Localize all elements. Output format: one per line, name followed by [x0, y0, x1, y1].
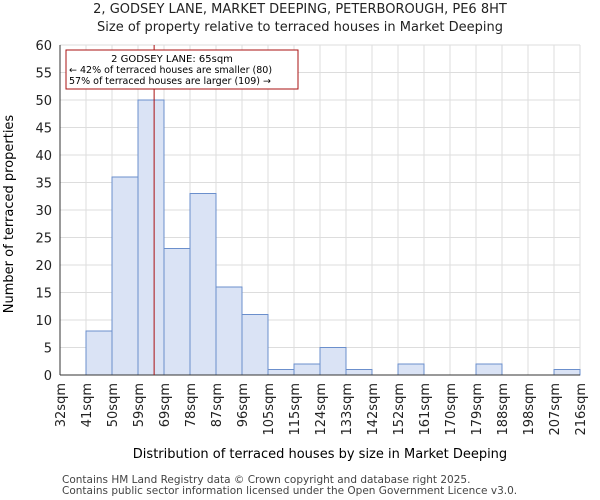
footer-line-1: Contains HM Land Registry data © Crown c…: [62, 474, 471, 486]
y-tick-label: 0: [44, 369, 52, 384]
x-tick-label: 170sqm: [444, 383, 459, 436]
bar-87sqm: [215, 286, 243, 376]
x-tick-label: 50sqm: [106, 383, 121, 427]
annotation-box: 2 GODSEY LANE: 65sqm ← 42% of terraced h…: [65, 49, 299, 90]
x-tick-label: 179sqm: [470, 383, 485, 436]
y-tick-label: 45: [35, 122, 52, 137]
bar-41sqm: [85, 330, 113, 376]
y-axis-label: Number of terraced properties: [2, 115, 17, 314]
bar-96sqm: [241, 314, 269, 376]
x-tick-label: 207sqm: [548, 383, 563, 436]
bars-layer: [85, 99, 581, 376]
y-tick-label: 55: [35, 67, 52, 82]
y-tick-label: 20: [35, 259, 52, 274]
bar-50sqm: [111, 176, 139, 376]
x-tick-label: 78sqm: [184, 383, 199, 427]
x-tick-label: 152sqm: [392, 383, 407, 436]
x-tick-label: 87sqm: [210, 383, 225, 427]
bar-115sqm: [293, 363, 321, 376]
x-tick-labels: 32sqm 41sqm 50sqm 59sqm 69sqm 78sqm 87sqm 96sqm…: [54, 383, 589, 436]
bar-124sqm: [319, 347, 347, 376]
x-tick-label: 198sqm: [522, 383, 537, 436]
annotation-line-2: ← 42% of terraced houses are smaller (80…: [69, 65, 272, 76]
footer-line-2: Contains public sector information licen…: [62, 485, 518, 497]
x-axis-label: Distribution of terraced houses by size …: [133, 447, 507, 462]
bar-78sqm: [189, 193, 217, 376]
chart-title: 2, GODSEY LANE, MARKET DEEPING, PETERBOR…: [93, 2, 507, 17]
bar-105sqm: [267, 369, 295, 376]
annotation-line-3: 57% of terraced houses are larger (109) …: [69, 76, 271, 87]
bar-152sqm: [397, 363, 425, 376]
y-tick-label: 40: [35, 149, 52, 164]
bar-59sqm: [137, 99, 165, 376]
x-tick-label: 32sqm: [54, 383, 69, 427]
y-tick-label: 30: [35, 204, 52, 219]
x-tick-label: 124sqm: [314, 383, 329, 436]
x-tick-label: 115sqm: [288, 383, 303, 436]
x-tick-label: 133sqm: [340, 383, 355, 436]
bar-207sqm: [553, 369, 581, 376]
y-tick-label: 50: [35, 94, 52, 109]
y-tick-label: 10: [35, 314, 52, 329]
x-tick-label: 96sqm: [236, 383, 251, 427]
y-tick-label: 25: [35, 232, 52, 247]
bar-179sqm: [475, 363, 503, 376]
y-tick-label: 35: [35, 177, 52, 192]
annotation-line-1: 2 GODSEY LANE: 65sqm: [111, 54, 233, 65]
x-tick-label: 59sqm: [132, 383, 147, 427]
x-tick-label: 69sqm: [158, 383, 173, 427]
y-tick-labels: 0 5 10 15 20 25 30 35 40 45 50 55 60: [35, 39, 52, 384]
x-tick-label: 41sqm: [80, 383, 95, 427]
bar-133sqm: [345, 369, 373, 376]
x-tick-label: 142sqm: [366, 383, 381, 436]
y-tick-label: 5: [44, 342, 52, 357]
y-tick-label: 60: [35, 39, 52, 54]
x-tick-label: 216sqm: [574, 383, 589, 436]
x-tick-label: 105sqm: [262, 383, 277, 436]
axes-layer: [59, 45, 580, 376]
bar-69sqm: [163, 248, 191, 376]
x-tick-label: 188sqm: [496, 383, 511, 436]
x-tick-label: 161sqm: [418, 383, 433, 436]
y-tick-label: 15: [35, 287, 52, 302]
chart-subtitle: Size of property relative to terraced ho…: [97, 20, 503, 35]
